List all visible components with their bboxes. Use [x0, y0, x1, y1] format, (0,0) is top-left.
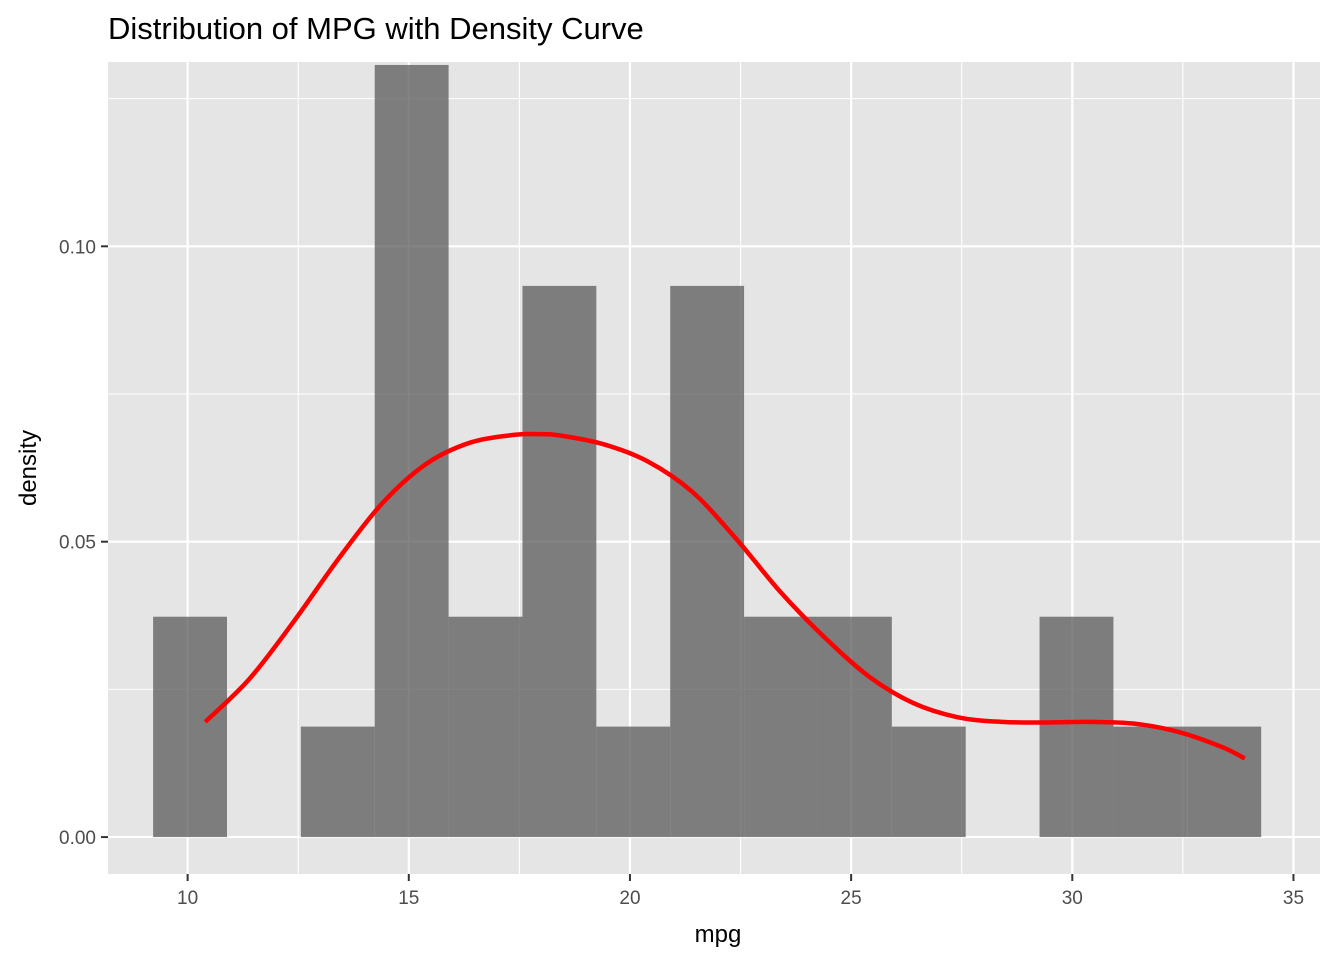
- histogram-bar-12: [1113, 726, 1188, 838]
- x-tick-label: 35: [1283, 888, 1304, 909]
- histogram-bars: [153, 64, 1262, 838]
- y-axis-title: density: [15, 430, 42, 506]
- histogram-bar-13: [1187, 726, 1262, 838]
- x-tick-label: 10: [177, 888, 198, 909]
- x-axis-title: mpg: [695, 921, 742, 948]
- histogram-bar-3: [374, 64, 449, 838]
- y-tick-label: 0.10: [59, 237, 96, 258]
- y-tick-label: 0.00: [59, 828, 96, 849]
- histogram-bar-10: [891, 726, 966, 838]
- histogram-bar-2: [300, 726, 375, 838]
- density-curve: [203, 431, 1246, 761]
- histogram-bar-1: [153, 616, 227, 838]
- histogram-bar-7: [670, 285, 745, 838]
- histogram-bar-4: [448, 616, 523, 838]
- histogram-bar-8: [744, 616, 818, 838]
- x-tick-label: 25: [841, 888, 862, 909]
- histogram-bar-11: [1039, 616, 1114, 838]
- y-tick-label: 0.05: [59, 533, 96, 554]
- histogram-bar-6: [596, 726, 671, 838]
- x-tick-label: 30: [1062, 888, 1083, 909]
- x-tick-label: 15: [398, 888, 419, 909]
- histogram-bar-9: [817, 616, 892, 838]
- x-axis: 10 15 20 25 30 35: [177, 874, 1304, 909]
- histogram-bar-5: [522, 285, 597, 838]
- chart-title: Distribution of MPG with Density Curve: [108, 11, 644, 46]
- y-axis: 0.00 0.05 0.10: [59, 237, 108, 849]
- x-tick-label: 20: [619, 888, 640, 909]
